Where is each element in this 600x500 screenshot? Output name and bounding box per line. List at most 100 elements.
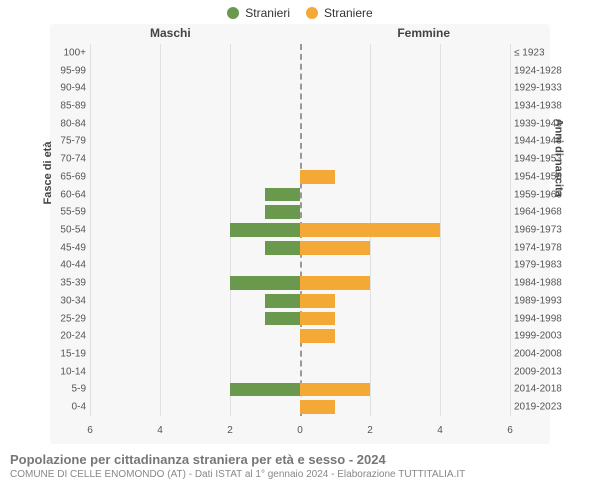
age-label: 75-79: [50, 136, 86, 147]
bar-female: [300, 383, 370, 397]
birth-years-label: 1964-1968: [514, 207, 564, 218]
bar-female: [300, 312, 335, 326]
gridline: [510, 44, 511, 416]
chart-row: 35-391984-1988: [90, 274, 510, 292]
chart-row: 30-341989-1993: [90, 292, 510, 310]
birth-years-label: 1959-1963: [514, 189, 564, 200]
chart-row: 70-741949-1953: [90, 150, 510, 168]
birth-years-label: 1954-1958: [514, 171, 564, 182]
chart-row: 50-541969-1973: [90, 221, 510, 239]
chart-row: 25-291994-1998: [90, 310, 510, 328]
age-label: 50-54: [50, 224, 86, 235]
chart-row: 100+≤ 1923: [90, 44, 510, 62]
bar-female: [300, 223, 440, 237]
column-header-female: Femmine: [397, 26, 450, 40]
chart-row: 90-941929-1933: [90, 79, 510, 97]
chart-row: 80-841939-1943: [90, 115, 510, 133]
birth-years-label: 1939-1943: [514, 118, 564, 129]
chart-row: 75-791944-1948: [90, 133, 510, 151]
age-label: 45-49: [50, 242, 86, 253]
chart-subtitle: COMUNE DI CELLE ENOMONDO (AT) - Dati IST…: [10, 469, 590, 480]
bar-male: [230, 276, 300, 290]
legend-dot-male: [227, 7, 239, 19]
birth-years-label: 1929-1933: [514, 83, 564, 94]
x-tick-label: 2: [367, 425, 373, 436]
chart-row: 65-691954-1958: [90, 168, 510, 186]
age-label: 30-34: [50, 295, 86, 306]
birth-years-label: 2019-2023: [514, 402, 564, 413]
bar-male: [265, 294, 300, 308]
bar-male: [265, 312, 300, 326]
column-header-male: Maschi: [150, 26, 191, 40]
chart-area: Maschi Femmine Fasce di età Anni di nasc…: [50, 24, 550, 444]
age-label: 90-94: [50, 83, 86, 94]
birth-years-label: 1949-1953: [514, 154, 564, 165]
legend-item-female: Straniere: [306, 6, 373, 20]
bar-female: [300, 294, 335, 308]
chart-row: 55-591964-1968: [90, 203, 510, 221]
x-tick-label: 4: [437, 425, 443, 436]
chart-row: 15-192004-2008: [90, 345, 510, 363]
birth-years-label: 1969-1973: [514, 224, 564, 235]
age-label: 85-89: [50, 100, 86, 111]
bar-male: [230, 383, 300, 397]
x-tick-label: 4: [157, 425, 163, 436]
age-label: 10-14: [50, 366, 86, 377]
chart-row: 0-42019-2023: [90, 398, 510, 416]
age-label: 55-59: [50, 207, 86, 218]
chart-row: 10-142009-2013: [90, 363, 510, 381]
birth-years-label: 1979-1983: [514, 260, 564, 271]
birth-years-label: 1999-2003: [514, 331, 564, 342]
bar-male: [265, 188, 300, 202]
chart-row: 85-891934-1938: [90, 97, 510, 115]
birth-years-label: 1934-1938: [514, 100, 564, 111]
plot-area: Fasce di età Anni di nascita 6420246100+…: [90, 44, 510, 416]
chart-row: 40-441979-1983: [90, 257, 510, 275]
age-label: 15-19: [50, 348, 86, 359]
chart-title: Popolazione per cittadinanza straniera p…: [10, 452, 590, 467]
birth-years-label: 1924-1928: [514, 65, 564, 76]
legend-label-female: Straniere: [324, 6, 373, 20]
bar-female: [300, 241, 370, 255]
x-tick-label: 0: [297, 425, 303, 436]
age-label: 25-29: [50, 313, 86, 324]
chart-row: 60-641959-1963: [90, 186, 510, 204]
bar-male: [265, 205, 300, 219]
birth-years-label: 2004-2008: [514, 348, 564, 359]
age-label: 65-69: [50, 171, 86, 182]
bar-female: [300, 329, 335, 343]
age-label: 60-64: [50, 189, 86, 200]
chart-row: 45-491974-1978: [90, 239, 510, 257]
age-label: 35-39: [50, 278, 86, 289]
legend-dot-female: [306, 7, 318, 19]
bar-male: [230, 223, 300, 237]
age-label: 0-4: [50, 402, 86, 413]
x-tick-label: 6: [507, 425, 513, 436]
birth-years-label: 1944-1948: [514, 136, 564, 147]
age-label: 100+: [50, 47, 86, 58]
bar-female: [300, 400, 335, 414]
legend: Stranieri Straniere: [0, 0, 600, 20]
birth-years-label: 2014-2018: [514, 384, 564, 395]
bar-male: [265, 241, 300, 255]
legend-label-male: Stranieri: [245, 6, 290, 20]
chart-row: 95-991924-1928: [90, 62, 510, 80]
birth-years-label: 1994-1998: [514, 313, 564, 324]
age-label: 5-9: [50, 384, 86, 395]
x-tick-label: 2: [227, 425, 233, 436]
legend-item-male: Stranieri: [227, 6, 290, 20]
birth-years-label: 1989-1993: [514, 295, 564, 306]
age-label: 80-84: [50, 118, 86, 129]
age-label: 70-74: [50, 154, 86, 165]
bar-female: [300, 170, 335, 184]
birth-years-label: ≤ 1923: [514, 47, 564, 58]
age-label: 95-99: [50, 65, 86, 76]
birth-years-label: 1984-1988: [514, 278, 564, 289]
bar-female: [300, 276, 370, 290]
birth-years-label: 1974-1978: [514, 242, 564, 253]
x-tick-label: 6: [87, 425, 93, 436]
birth-years-label: 2009-2013: [514, 366, 564, 377]
footer: Popolazione per cittadinanza straniera p…: [10, 452, 590, 480]
chart-row: 20-241999-2003: [90, 327, 510, 345]
chart-row: 5-92014-2018: [90, 381, 510, 399]
